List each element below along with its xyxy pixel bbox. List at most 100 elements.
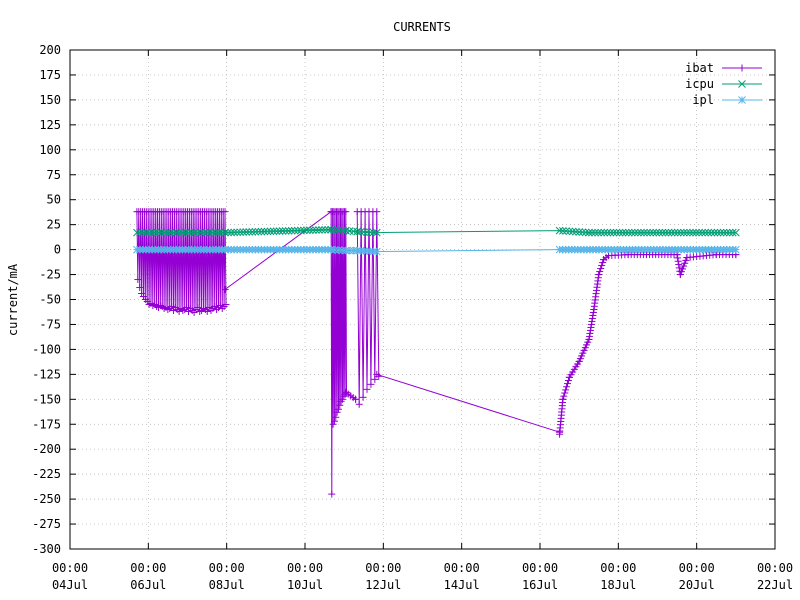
- icpu-point: [597, 228, 606, 237]
- ibat-point: [183, 303, 191, 311]
- icpu-point: [683, 228, 691, 237]
- icpu-point: [728, 228, 737, 237]
- icpu-point: [205, 228, 214, 237]
- icpu-point: [275, 227, 284, 235]
- icpu-point: [154, 228, 163, 237]
- y-tick-label: -150: [32, 392, 61, 406]
- icpu-point: [698, 228, 707, 237]
- icpu-point: [637, 228, 645, 237]
- icpu-point: [701, 228, 710, 237]
- icpu-point: [704, 228, 713, 237]
- icpu-point: [686, 228, 694, 237]
- legend-label-ibat: ibat: [685, 61, 714, 75]
- x-tick-time-label: 00:00: [52, 561, 88, 575]
- icpu-point: [242, 228, 251, 236]
- series-ipl: [133, 245, 740, 256]
- x-tick-date-label: 14Jul: [444, 578, 480, 592]
- ibat-point: [134, 276, 142, 284]
- ibat-point: [675, 264, 683, 272]
- icpu-point: [609, 228, 618, 237]
- icpu-point: [290, 226, 299, 235]
- grid: [70, 50, 775, 549]
- ibat-line: [376, 373, 560, 433]
- icpu-point: [172, 228, 181, 237]
- ibat-point: [563, 383, 571, 391]
- ibat-point: [336, 401, 344, 409]
- y-tick-label: 0: [54, 243, 61, 257]
- icpu-point: [178, 228, 187, 237]
- icpu-point: [209, 228, 217, 237]
- axes: 200 175 150 125 100 75 50 25 0 -25 -50 -75 -100 -125 -…: [32, 43, 793, 592]
- x-tick-time-label: 00:00: [757, 561, 793, 575]
- icpu-point: [618, 228, 627, 237]
- chart-title: CURRENTS: [393, 20, 451, 34]
- icpu-point: [151, 228, 159, 237]
- y-tick-label: -125: [32, 367, 61, 381]
- icpu-point: [299, 226, 308, 235]
- icpu-point: [707, 228, 716, 237]
- y-axis-label: current/mA: [6, 263, 20, 336]
- ibat-point: [674, 254, 682, 262]
- ibat-line: [136, 211, 227, 313]
- legend-label-ipl: ipl: [692, 93, 714, 107]
- icpu-point: [631, 228, 639, 237]
- icpu-point: [233, 228, 242, 237]
- icpu-point: [588, 228, 596, 237]
- x-tick-time-label: 00:00: [287, 561, 323, 575]
- ibat-line: [330, 211, 347, 495]
- ibat-point: [559, 395, 567, 403]
- ibat-point: [373, 370, 381, 378]
- ibat-point: [342, 208, 350, 216]
- ibat-point: [599, 259, 607, 267]
- icpu-point: [169, 228, 178, 237]
- icpu-point: [692, 228, 700, 237]
- y-tick-label: 200: [39, 43, 61, 57]
- ibat-point: [221, 208, 229, 216]
- icpu-point: [710, 228, 719, 237]
- icpu-point: [652, 228, 661, 237]
- icpu-point: [196, 228, 205, 237]
- ibat-point: [203, 307, 211, 315]
- icpu-point: [606, 228, 615, 237]
- icpu-point: [248, 228, 257, 236]
- icpu-point: [369, 228, 378, 237]
- ibat-point: [352, 395, 360, 403]
- icpu-point: [334, 226, 343, 234]
- y-tick-label: -75: [39, 317, 61, 331]
- y-tick-label: 100: [39, 143, 61, 157]
- x-tick-time-label: 00:00: [679, 561, 715, 575]
- ibat-point: [560, 392, 568, 400]
- ibat-point: [221, 286, 229, 294]
- icpu-point: [175, 228, 184, 237]
- y-tick-label: -200: [32, 442, 61, 456]
- ibat-point: [194, 303, 202, 311]
- x-tick-time-label: 00:00: [130, 561, 166, 575]
- y-tick-label: 150: [39, 93, 61, 107]
- icpu-point: [251, 227, 260, 236]
- x-tick-time-label: 00:00: [522, 561, 558, 575]
- icpu-point: [263, 227, 272, 236]
- icpu-point: [199, 228, 208, 237]
- series-ibat: [133, 208, 740, 498]
- icpu-point: [306, 226, 314, 235]
- ibat-point: [597, 265, 605, 273]
- icpu-point: [585, 228, 593, 237]
- y-tick-label: 175: [39, 68, 61, 82]
- x-tick-date-label: 20Jul: [679, 578, 715, 592]
- ibat-point: [561, 389, 569, 397]
- icpu-point: [324, 225, 332, 234]
- icpu-point: [296, 226, 305, 235]
- y-tick-label: -175: [32, 417, 61, 431]
- icpu-point: [646, 228, 655, 237]
- ibat-point: [598, 262, 606, 270]
- ibat-point: [371, 375, 379, 383]
- icpu-point: [731, 228, 740, 237]
- icpu-point: [142, 228, 150, 237]
- ipl-point: [330, 245, 339, 254]
- icpu-point: [591, 228, 599, 237]
- icpu-point: [315, 226, 323, 234]
- icpu-point: [562, 227, 570, 235]
- icpu-point: [353, 227, 362, 236]
- icpu-point: [578, 228, 587, 237]
- icpu-point: [649, 228, 658, 237]
